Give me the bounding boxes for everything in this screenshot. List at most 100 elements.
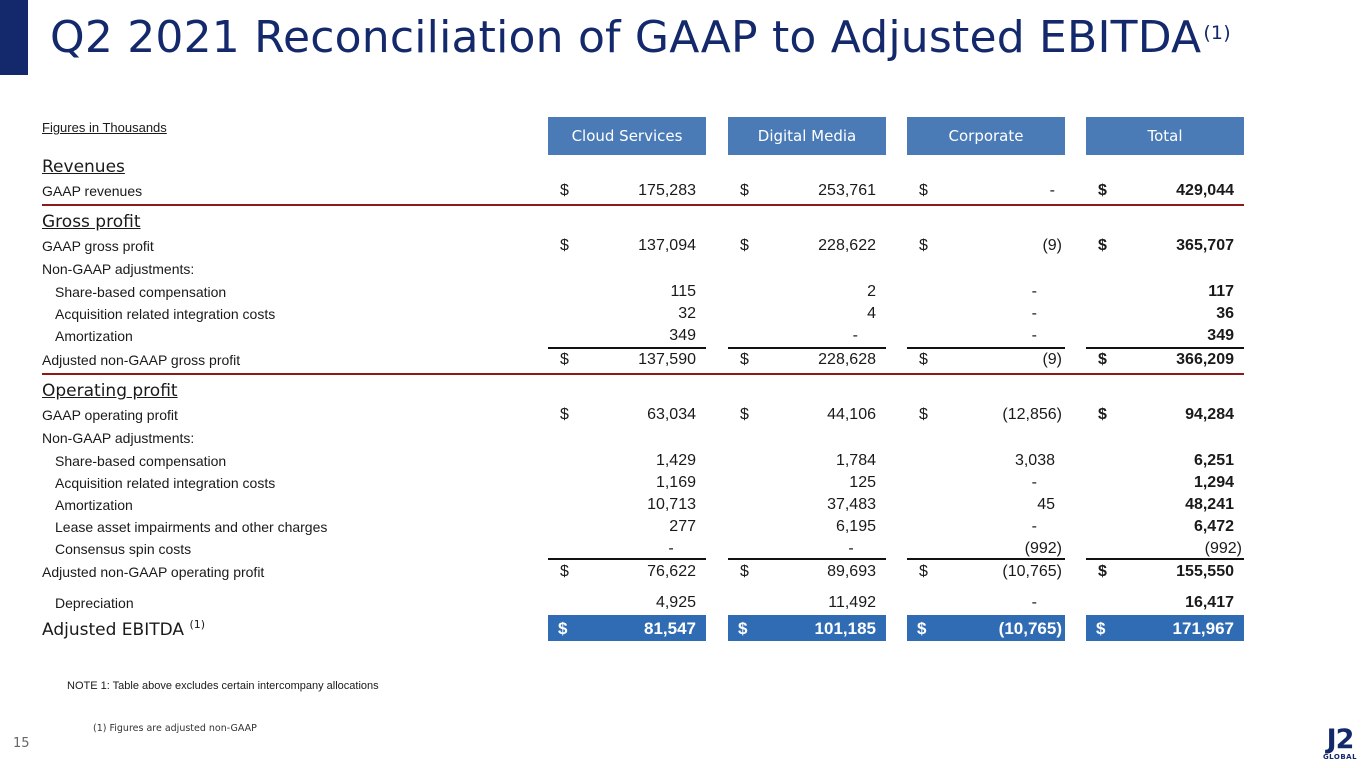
row-non-gaap-adjustments: Non-GAAP adjustments: [0,427,1365,449]
cell-corporate: 3,038 [1014,452,1055,469]
cell-total: $94,284 [1098,406,1234,423]
row-gaap-gross-profit: GAAP gross profit $137,094 $228,622 $ (9)… [0,235,1365,257]
row-adjusted-gross-profit: Adjusted non-GAAP gross profit $137,590 … [0,349,1365,371]
row-acquisition-costs: Acquisition related integration costs 1,… [0,472,1365,494]
cell-digital: 4 [867,305,876,322]
cell-cloud: 32 [678,305,696,322]
subtotal-underline [548,347,706,349]
cell-cloud: - [668,540,674,557]
cell-digital: 1,784 [835,452,876,469]
cell-cloud: $137,094 [560,237,696,254]
cell-corporate: - [1031,518,1037,535]
cell-digital: 2 [867,283,876,300]
row-amortization: Amortization 10,713 37,483 45 48,241 [0,494,1365,516]
row-label: Lease asset impairments and other charge… [55,519,328,535]
col-header-corporate: Corporate [907,117,1065,155]
cell-cloud: $137,590 [560,351,696,368]
cell-cloud: 115 [670,283,696,300]
subtotal-underline [1086,558,1244,560]
cell-digital: $228,628 [740,351,876,368]
section-operating-profit: Operating profit [42,381,178,401]
col-header-cloud-services: Cloud Services [548,117,706,155]
page-title: Q2 2021 Reconciliation of GAAP to Adjust… [50,12,1231,63]
cell-cloud: 349 [669,327,696,344]
cell-corporate: $ (10,765) [919,563,1062,580]
subtotal-underline [907,347,1065,349]
cell-corporate: - [1031,474,1037,491]
cell-corporate: (992) [1024,540,1062,557]
cell-digital: 37,483 [827,496,876,513]
row-share-based-compensation: Share-based compensation 1,429 1,784 3,0… [0,450,1365,472]
cell-digital: 11,492 [828,594,876,611]
row-non-gaap-adjustments: Non-GAAP adjustments: [0,258,1365,280]
cell-corporate: $ (9) [919,351,1062,368]
units-label: Figures in Thousands [42,120,167,135]
row-label: Non-GAAP adjustments: [42,430,195,446]
cell-digital: $44,106 [740,406,876,423]
ebitda-digital: $101,185 [728,615,886,641]
cell-digital: $228,622 [740,237,876,254]
ebitda-total: $171,967 [1086,615,1244,641]
ebitda-corporate: $ (10,765) [907,615,1065,641]
cell-cloud: 10,713 [647,496,696,513]
cell-cloud: $76,622 [560,563,696,580]
subtotal-underline [548,558,706,560]
cell-total: $366,209 [1098,351,1234,368]
row-gaap-operating-profit: GAAP operating profit $63,034 $44,106 $(… [0,404,1365,426]
subtotal-underline [907,558,1065,560]
cell-total: 117 [1208,283,1234,300]
row-gaap-revenues: GAAP revenues $175,283 $253,761 $ - $429,… [0,180,1365,202]
cell-digital: 6,195 [835,518,876,535]
cell-digital: - [848,540,854,557]
cell-digital: - [852,327,858,344]
row-label: Amortization [55,328,133,344]
cell-corporate: $ (9) [919,237,1062,254]
cell-total: 16,417 [1185,594,1234,611]
row-label: Consensus spin costs [55,541,192,557]
row-label: GAAP revenues [42,183,143,199]
cell-total: 36 [1216,305,1234,322]
cell-corporate: - [1031,327,1037,344]
cell-corporate: $ - [919,182,1055,199]
row-consensus-spin-costs: Consensus spin costs - - (992) (992) [0,538,1365,560]
cell-corporate: 45 [1037,496,1055,513]
cell-corporate: - [1031,283,1037,300]
cell-total: 48,241 [1185,496,1234,513]
cell-total: $155,550 [1098,563,1234,580]
row-label: Adjusted non-GAAP operating profit [42,564,265,580]
cell-digital: $89,693 [740,563,876,580]
row-label: Amortization [55,497,133,513]
row-label: GAAP operating profit [42,407,178,423]
row-depreciation: Depreciation 4,925 11,492 - 16,417 [0,592,1365,614]
row-label: Acquisition related integration costs [55,475,276,491]
cell-cloud: $175,283 [560,182,696,199]
row-acquisition-costs: Acquisition related integration costs 32… [0,303,1365,325]
row-label: Non-GAAP adjustments: [42,261,195,277]
section-divider [42,204,1244,206]
cell-cloud: 4,925 [655,594,696,611]
cell-total: $429,044 [1098,182,1234,199]
cell-digital: 125 [849,474,876,491]
cell-total: 6,472 [1193,518,1234,535]
cell-cloud: 277 [669,518,696,535]
cell-total: 349 [1207,327,1234,344]
row-adjusted-operating-profit: Adjusted non-GAAP operating profit $76,6… [0,561,1365,583]
footnote: (1) Figures are adjusted non-GAAP [93,723,257,734]
row-label: Acquisition related integration costs [55,306,276,322]
col-header-digital-media: Digital Media [728,117,886,155]
row-lease-impairments: Lease asset impairments and other charge… [0,516,1365,538]
ebitda-cloud: $81,547 [548,615,706,641]
logo-sub: GLOBAL [1322,753,1358,761]
section-divider [42,373,1244,375]
row-label: Share-based compensation [55,453,227,469]
cell-cloud: 1,169 [655,474,696,491]
row-amortization: Amortization 349 - - 349 [0,325,1365,347]
cell-corporate: - [1031,594,1037,611]
cell-digital: $253,761 [740,182,876,199]
company-logo: J2 GLOBAL [1318,726,1362,766]
cell-corporate: - [1031,305,1037,322]
cell-cloud: 1,429 [655,452,696,469]
cell-total: $365,707 [1098,237,1234,254]
row-label: Depreciation [55,595,134,611]
table-note: NOTE 1: Table above excludes certain int… [67,680,379,692]
